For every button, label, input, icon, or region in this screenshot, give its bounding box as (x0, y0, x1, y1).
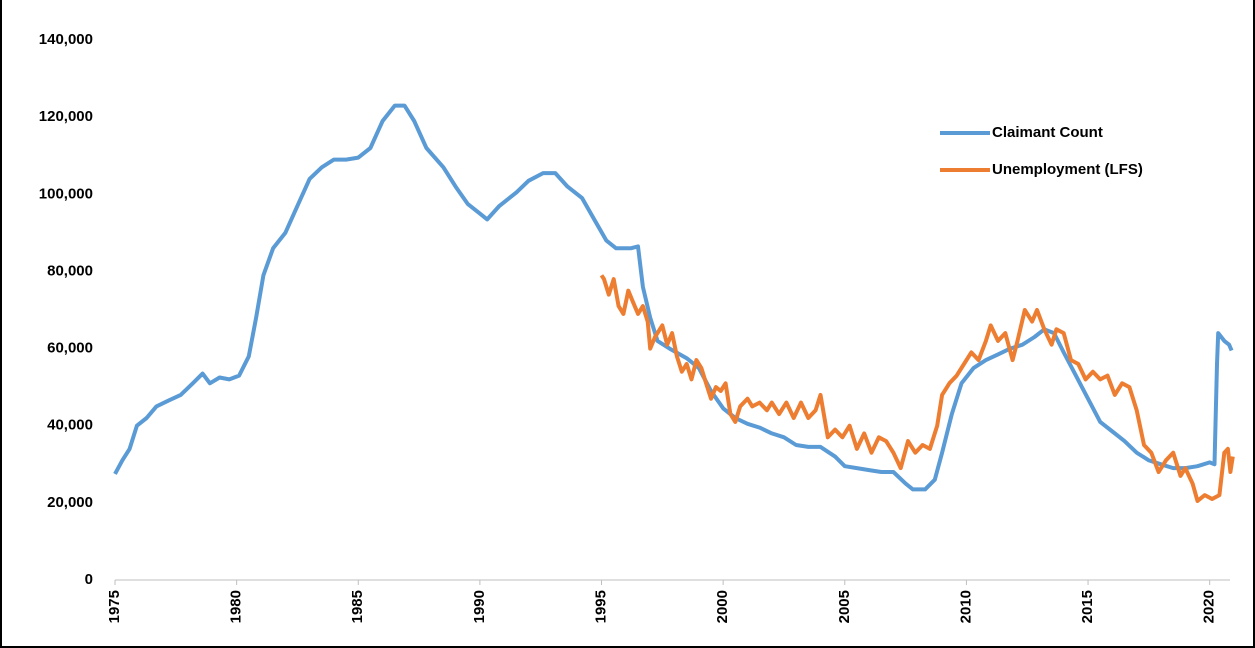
y-tick-label: 60,000 (47, 340, 93, 357)
x-tick-label: 1975 (106, 590, 123, 623)
y-tick-label: 20,000 (47, 494, 93, 511)
y-tick-label: 120,000 (39, 108, 93, 125)
x-tick-label: 2020 (1201, 590, 1218, 623)
legend-label: Unemployment (LFS) (992, 161, 1143, 178)
x-tick-label: 1990 (471, 590, 488, 623)
x-tick-label: 2000 (714, 590, 731, 623)
legend-label: Claimant Count (992, 124, 1103, 141)
y-tick-label: 0 (85, 571, 93, 588)
x-tick-label: 1995 (592, 590, 609, 623)
x-tick-label: 2010 (957, 590, 974, 623)
y-tick-label: 40,000 (47, 417, 93, 434)
x-tick-label: 1985 (349, 590, 366, 623)
y-tick-label: 140,000 (39, 31, 93, 48)
y-tick-label: 100,000 (39, 185, 93, 202)
series-line (599, 274, 1235, 503)
x-tick-label: 2015 (1079, 590, 1096, 623)
x-tick-label: 2005 (836, 590, 853, 623)
y-tick-label: 80,000 (47, 262, 93, 279)
x-tick-label: 1980 (228, 590, 245, 623)
